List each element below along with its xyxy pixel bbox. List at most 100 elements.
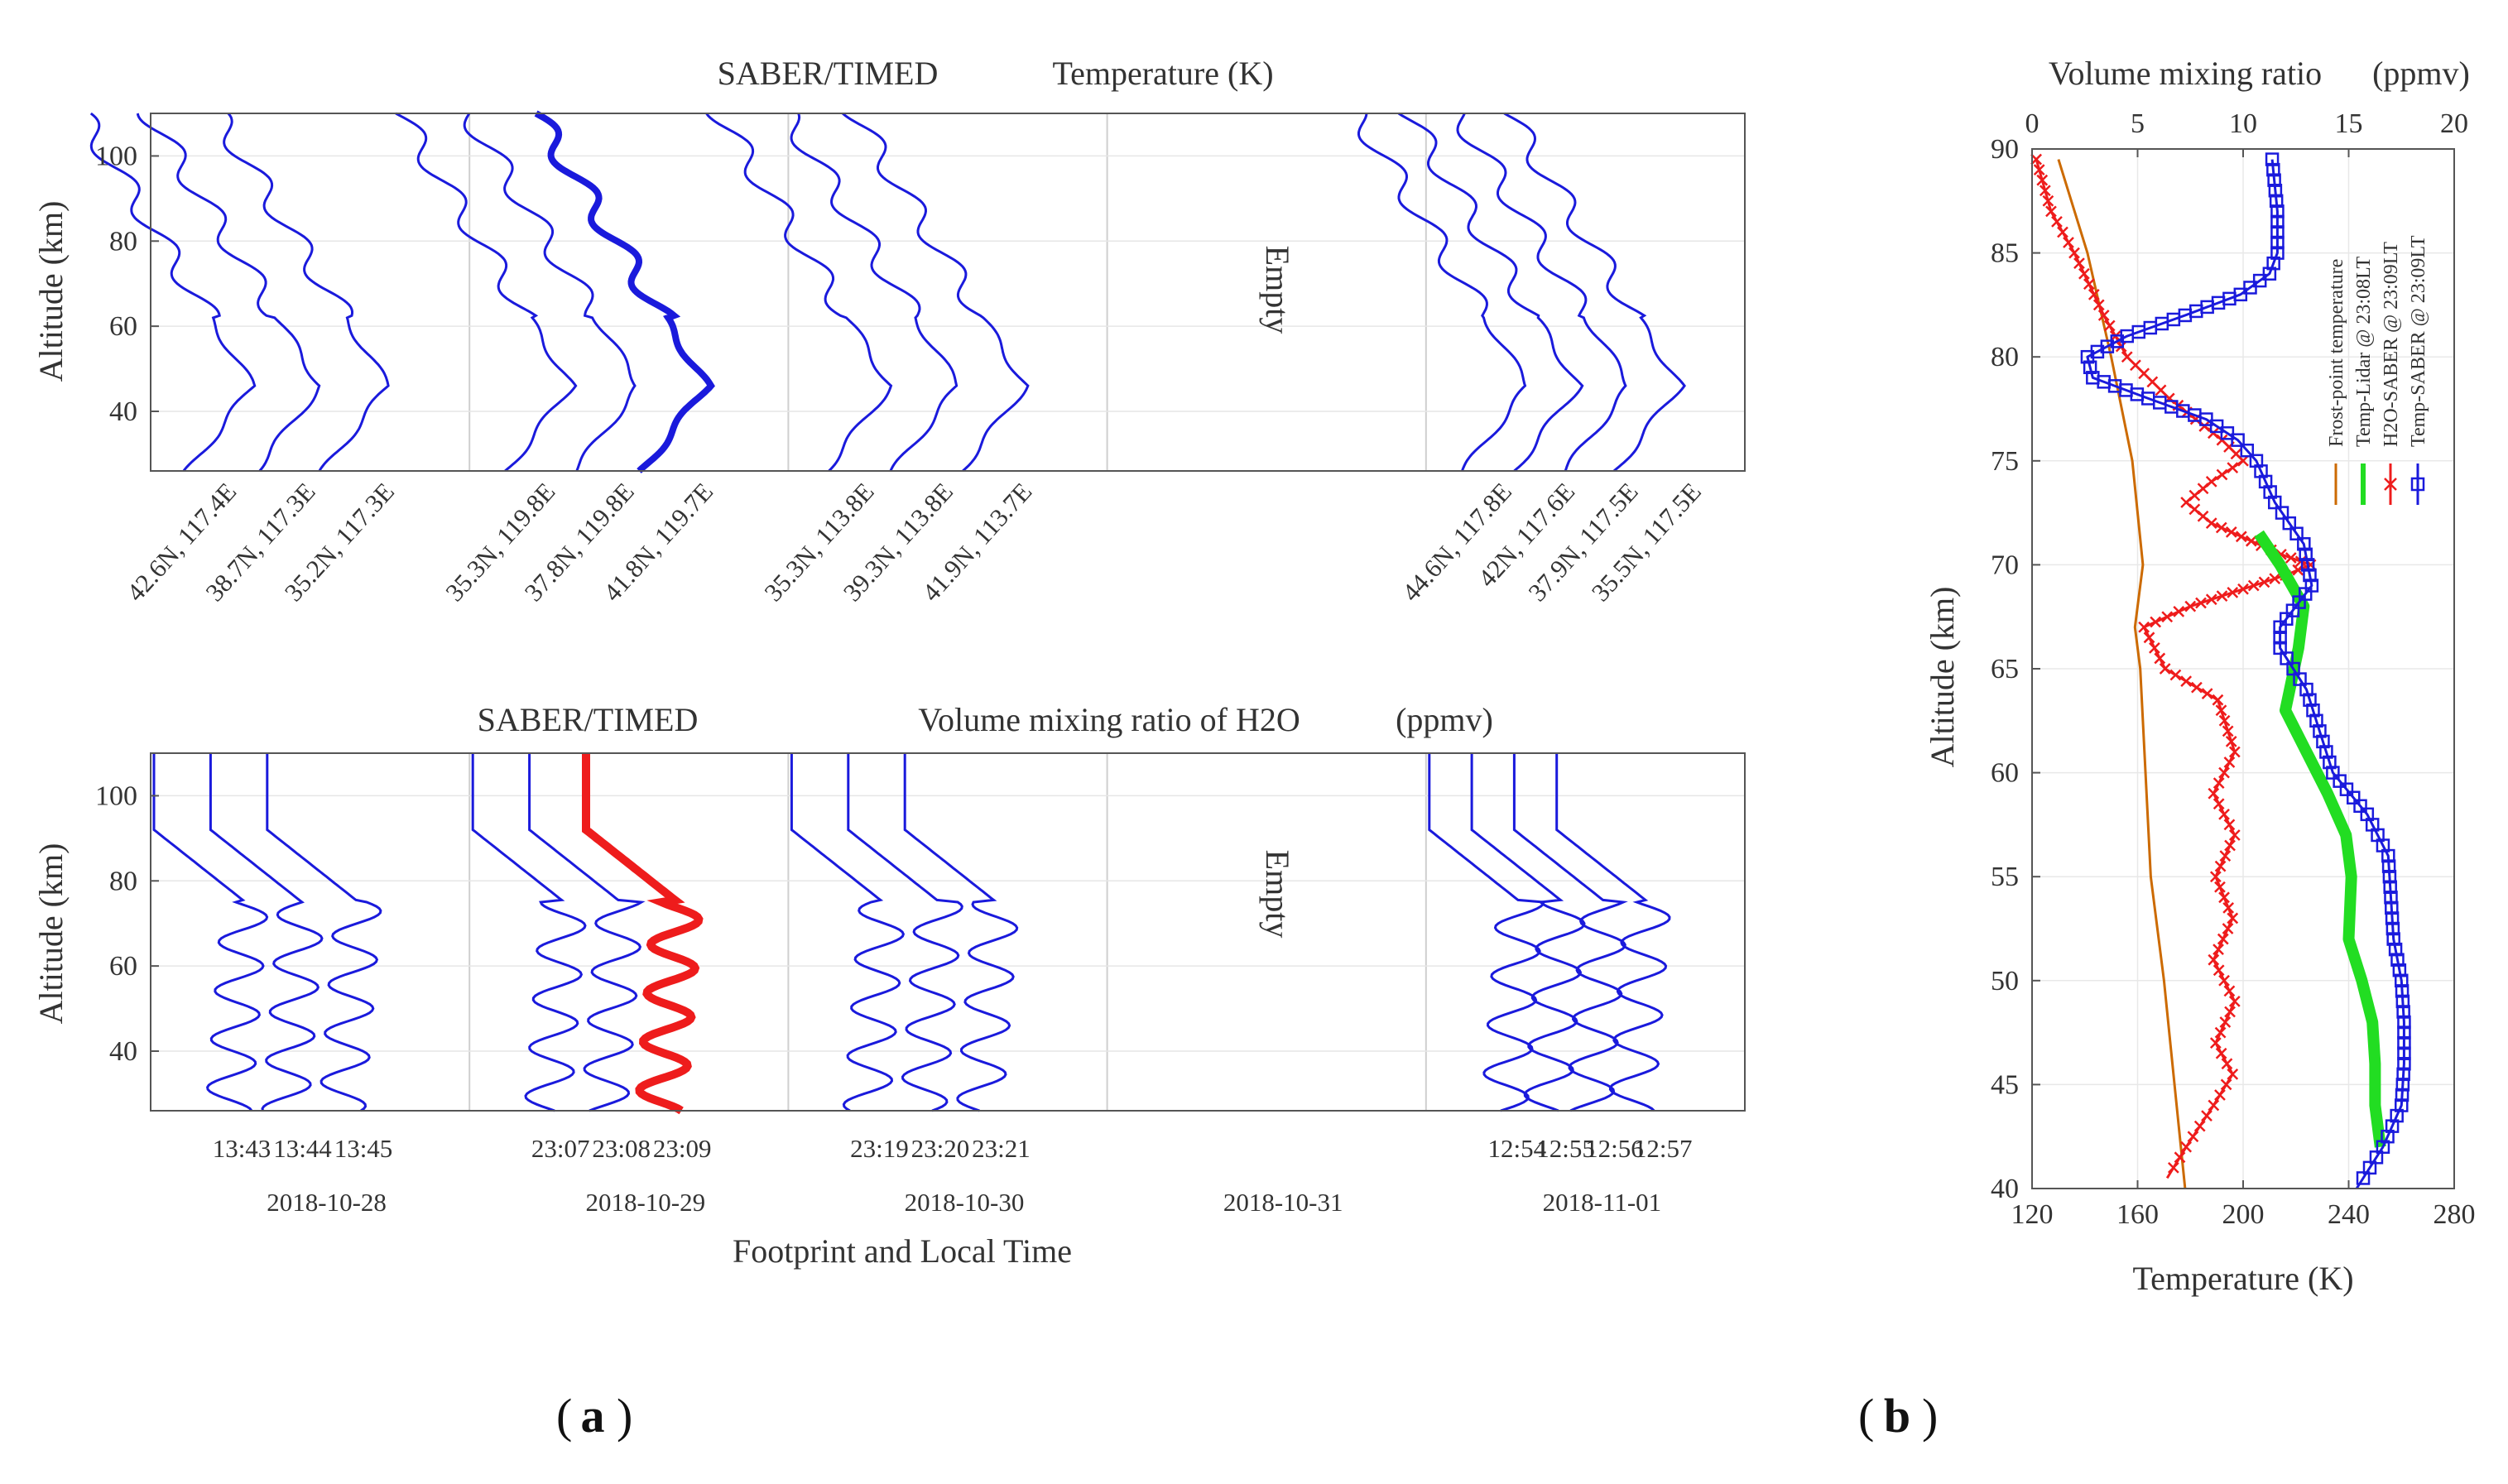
bottom-y-tick-60: 60 [109, 951, 137, 982]
b-ticks: 120 160 200 240 280 0 5 10 15 20 40 45 50 55 60 65 70 75 8… [1991, 108, 2476, 1230]
x-marker [2146, 376, 2159, 388]
temperature-profile-line [1503, 112, 1686, 473]
h2o-profile-line [266, 753, 382, 1112]
x-marker [2258, 576, 2270, 588]
x-marker [2214, 1089, 2226, 1101]
x-marker [2121, 351, 2133, 363]
square-marker [2384, 891, 2398, 905]
x-marker [2057, 226, 2068, 238]
h2o-profile-line [471, 753, 587, 1112]
square-marker [2282, 516, 2297, 531]
b-x-tick-160: 160 [2116, 1199, 2159, 1230]
top-y-tick-60: 60 [109, 311, 137, 342]
x-marker [2213, 964, 2225, 977]
date-label: 2018-10-31 [1223, 1188, 1343, 1217]
x-marker [2208, 787, 2220, 800]
x-marker [2073, 257, 2085, 270]
square-marker [2267, 173, 2281, 187]
h2o-profile-line [1555, 753, 1671, 1112]
x-marker [2218, 808, 2230, 820]
series-frost-point-temperature [2057, 159, 2187, 1189]
square-marker [2381, 859, 2396, 873]
x-marker [2219, 850, 2232, 862]
square-marker [2262, 267, 2277, 281]
square-marker [2300, 558, 2315, 572]
x-marker [2228, 996, 2241, 1007]
time-label: 13:44 [273, 1134, 332, 1163]
x-marker [2208, 1099, 2220, 1112]
bottom-grid [151, 753, 1745, 1111]
x-marker [2247, 579, 2260, 592]
time-label: 13:45 [334, 1134, 393, 1163]
x-marker [2225, 526, 2237, 538]
x-marker [2042, 195, 2054, 207]
x-marker [2235, 531, 2247, 543]
time-label: 12:54 [1487, 1134, 1546, 1163]
x-marker [2205, 593, 2217, 606]
date-label: 2018-10-30 [905, 1188, 1025, 1217]
square-marker [2299, 682, 2313, 697]
b-y-axis-label: Altitude (km) [1924, 587, 1961, 768]
square-marker [2397, 1046, 2411, 1060]
b-y-tick-55: 55 [1991, 862, 2019, 892]
x-marker [2030, 153, 2042, 166]
x-marker [2213, 944, 2224, 956]
x-marker [2227, 912, 2239, 924]
x-marker [2180, 497, 2193, 508]
date-label: 2018-11-01 [1543, 1188, 1662, 1217]
b-y-tick-40: 40 [1991, 1174, 2019, 1204]
x-marker [2063, 237, 2074, 248]
svg-text:(: ( [1858, 1389, 1874, 1443]
time-label: 12:56 [1585, 1134, 1644, 1163]
x-marker [2174, 1151, 2186, 1164]
bottom-plot-frame [150, 752, 1746, 1112]
square-marker [2289, 526, 2304, 540]
x-marker [2222, 901, 2235, 914]
x-marker [2088, 288, 2100, 300]
x-marker [2215, 1047, 2227, 1059]
square-marker [2306, 703, 2320, 718]
time-label: 23:08 [592, 1134, 651, 1163]
bottom-y-tick-100: 100 [95, 780, 137, 811]
b-top-axis-unit: (ppmv) [2372, 55, 2470, 92]
x-marker [2045, 205, 2057, 218]
square-marker [2240, 443, 2255, 458]
b-top-tick-0: 0 [2025, 108, 2040, 139]
b-x-axis-label: Temperature (K) [2132, 1260, 2353, 1297]
b-y-tick-70: 70 [1991, 550, 2019, 580]
x-marker [2228, 829, 2241, 841]
temperature-profile-line [136, 113, 321, 472]
x-marker [2169, 669, 2182, 681]
x-marker [2159, 663, 2171, 675]
h2o-profile-line [1470, 753, 1586, 1112]
square-marker [2268, 183, 2283, 198]
svg-text:): ) [617, 1389, 632, 1443]
h2o-profile-line [1512, 753, 1628, 1112]
x-marker [2201, 688, 2213, 700]
top-y-tick-100: 100 [95, 141, 137, 171]
x-marker [2215, 704, 2227, 717]
x-marker [2039, 185, 2051, 197]
square-marker [2395, 973, 2409, 988]
x-marker [2222, 725, 2234, 737]
square-marker [2385, 1119, 2400, 1133]
square-marker [2275, 506, 2289, 520]
x-marker [2068, 247, 2080, 259]
profile-panel: Volume mixing ratio (ppmv) 120 160 200 240 2… [1924, 55, 2476, 1297]
x-marker [2092, 299, 2105, 311]
b-top-tick-20: 20 [2440, 108, 2468, 139]
x-marker [2220, 1078, 2232, 1091]
h2o-panel: SABER/TIMED Volume mixing ratio of H2O (… [32, 701, 1746, 1270]
x-marker [2217, 933, 2229, 945]
square-marker [2388, 942, 2403, 957]
square-marker [2313, 724, 2327, 738]
panel-tag-a-letter: a [581, 1389, 605, 1443]
svg-text:(: ( [556, 1389, 572, 1443]
x-marker [2218, 766, 2230, 779]
b-y-tick-85: 85 [1991, 238, 2019, 269]
x-marker [2212, 694, 2224, 706]
square-marker [2386, 932, 2400, 946]
x-marker [2215, 521, 2227, 534]
